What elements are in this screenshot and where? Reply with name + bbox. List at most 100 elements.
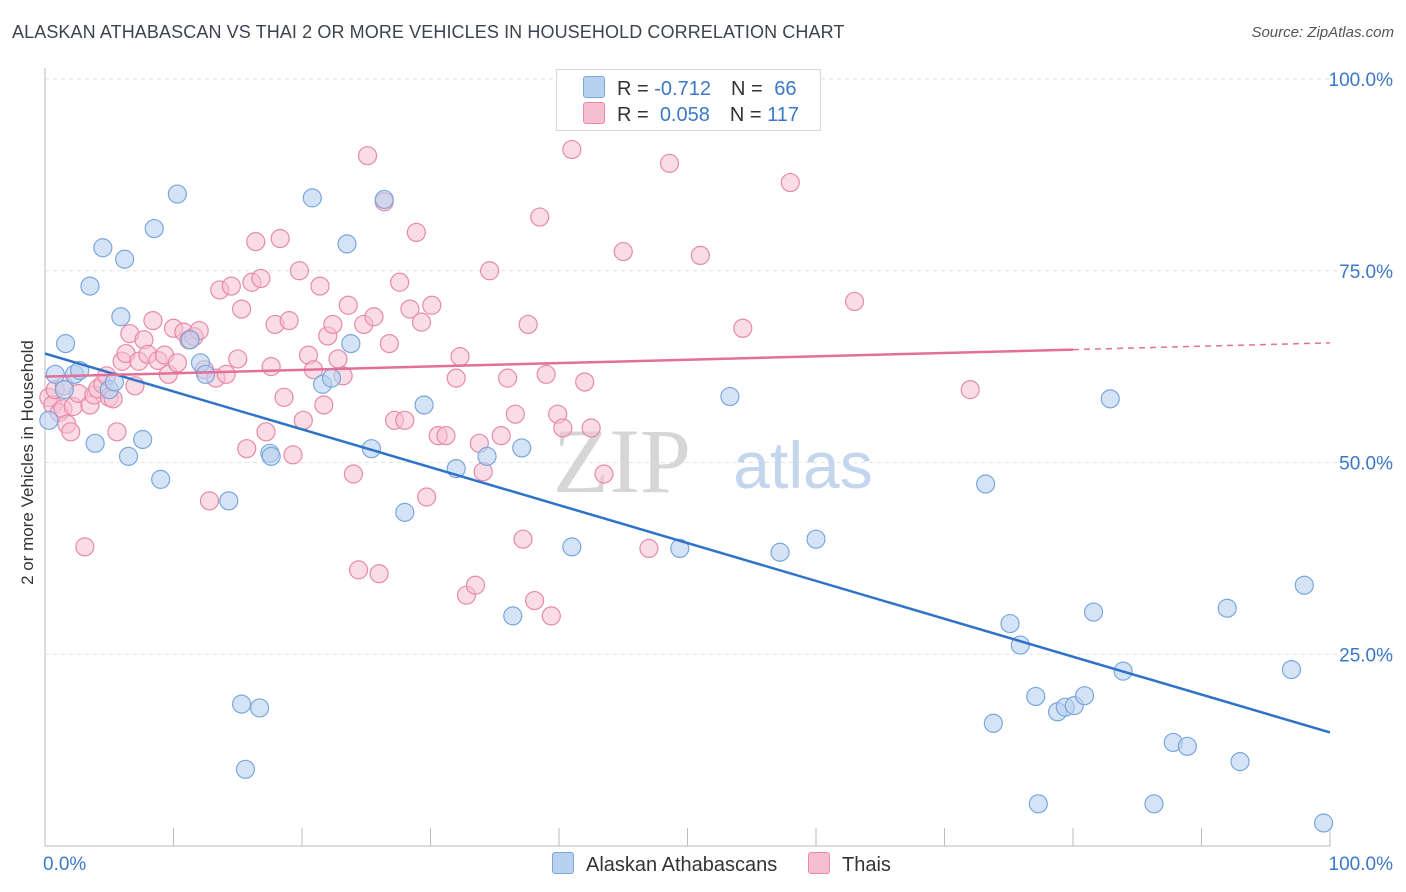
alaskan-athabascan-point [1100, 389, 1120, 409]
alaskan-athabascan-point [395, 502, 415, 522]
thais-point [343, 464, 363, 484]
alaskan-athabascan-point [806, 529, 826, 549]
legend-swatch-blue [583, 76, 605, 98]
legend-n-value: 66 [774, 78, 797, 100]
legend-swatch-pink [808, 852, 830, 874]
alaskan-athabascan-point [219, 491, 239, 511]
thais-point [216, 364, 236, 384]
thais-point [379, 334, 399, 354]
x-tick-label: 0.0% [43, 854, 86, 875]
y-tick-labels: 100.0% 75.0% 50.0% 25.0% [1329, 70, 1394, 666]
legend-item-thais: Thais [808, 852, 891, 877]
alaskan-athabascan-point [151, 469, 171, 489]
thais-point [659, 153, 680, 173]
alaskan-athabascan-point [1217, 598, 1237, 618]
trend-lines [44, 342, 1331, 734]
legend-r-value: 0.058 [659, 104, 710, 126]
thais-point [541, 606, 561, 626]
thais-point [960, 380, 980, 400]
alaskan-athabascan-point [512, 438, 532, 458]
alaskan-athabascan-point [341, 334, 361, 354]
thais-point [314, 395, 334, 415]
legend-row-alaskan: R = -0.712 N = 66 [583, 76, 796, 100]
grid-lines [45, 78, 1393, 655]
alaskan-athabascan-point [720, 386, 740, 407]
alaskan-athabascan-point [144, 218, 164, 239]
thais-point [411, 312, 432, 332]
y-tick-label: 100.0% [1329, 70, 1394, 91]
thais-point [270, 228, 290, 249]
thais-point [465, 575, 486, 595]
alaskan-athabascan-point [261, 446, 281, 466]
thais-point [107, 422, 127, 442]
alaskan-athabascan-point [1074, 686, 1095, 706]
thais-point [251, 268, 271, 289]
thais-point [237, 439, 257, 459]
thais-point [491, 426, 511, 446]
thais-point [530, 207, 550, 227]
alaskan-athabascan-point [374, 189, 394, 210]
alaskan-athabascan-point [115, 249, 135, 269]
alaskan-athabascan-point [983, 713, 1003, 733]
legend-r-label: R = [617, 104, 649, 126]
alaskan-athabascans-trend-line [44, 352, 1331, 734]
thais-point [364, 307, 384, 327]
thais-point [246, 232, 266, 252]
axes [44, 68, 1331, 847]
source-label: Source: ZipAtlas.com [1251, 24, 1394, 41]
thais-point [400, 299, 420, 319]
alaskan-athabascan-point [167, 184, 187, 204]
thais-point [228, 349, 248, 369]
alaskan-athabascan-point [414, 395, 434, 415]
thais-point [562, 139, 582, 160]
series-thais-points [39, 139, 980, 626]
alaskan-athabascan-point [321, 368, 342, 388]
alaskan-athabascan-point [45, 364, 65, 384]
legend-n-label: N = [730, 78, 763, 100]
alaskan-athabascan-point [1294, 575, 1314, 595]
thais-point [513, 529, 533, 549]
alaskan-athabascan-point [111, 307, 131, 327]
thais-point [553, 418, 573, 438]
y-tick-label: 25.0% [1339, 645, 1393, 666]
legend-label: Alaskan Athabascans [586, 854, 778, 876]
alaskan-athabascan-point [55, 334, 76, 354]
alaskan-athabascan-point [133, 429, 153, 450]
chart-title: ALASKAN ATHABASCAN VS THAI 2 OR MORE VEH… [12, 22, 845, 42]
thais-point [232, 299, 252, 319]
thais-point [498, 368, 518, 388]
alaskan-athabascan-point [180, 330, 200, 350]
thais-point [338, 295, 358, 315]
thais-point [283, 445, 303, 465]
legend-r-label: R = [617, 78, 649, 100]
thais-point [390, 272, 410, 292]
thais-point [369, 564, 389, 584]
alaskan-athabascan-point [1177, 736, 1197, 756]
thais-point [639, 538, 659, 559]
y-tick-label: 50.0% [1339, 454, 1393, 475]
alaskan-athabascan-point [1028, 794, 1048, 814]
thais-point [594, 464, 614, 484]
thais-point [733, 318, 753, 338]
thais-point [436, 426, 456, 446]
thais-point [143, 311, 163, 331]
thais-point [690, 245, 710, 266]
thais-point [279, 311, 299, 331]
alaskan-athabascan-point [232, 694, 252, 714]
thais-point [256, 422, 276, 442]
x-tick-label: 100.0% [1329, 854, 1394, 875]
thais-point [480, 261, 500, 281]
thais-point [581, 418, 601, 438]
alaskan-athabascan-point [1281, 659, 1302, 680]
alaskan-athabascan-point [1313, 813, 1334, 833]
thais-point [357, 146, 378, 166]
alaskan-athabascan-point [1083, 602, 1104, 622]
thais-point [328, 349, 348, 369]
thais-point [199, 491, 220, 511]
thais-point [75, 537, 95, 557]
alaskan-athabascan-point [337, 234, 357, 254]
thais-point [221, 276, 241, 296]
thais-point [780, 172, 800, 193]
thais-point [406, 222, 426, 242]
series-legend: Alaskan Athabascans Thais [0, 852, 1406, 878]
